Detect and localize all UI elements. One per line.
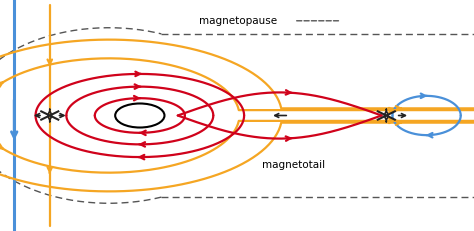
- Text: magnetopause: magnetopause: [199, 16, 277, 26]
- Text: magnetotail: magnetotail: [262, 160, 326, 170]
- Circle shape: [115, 103, 164, 128]
